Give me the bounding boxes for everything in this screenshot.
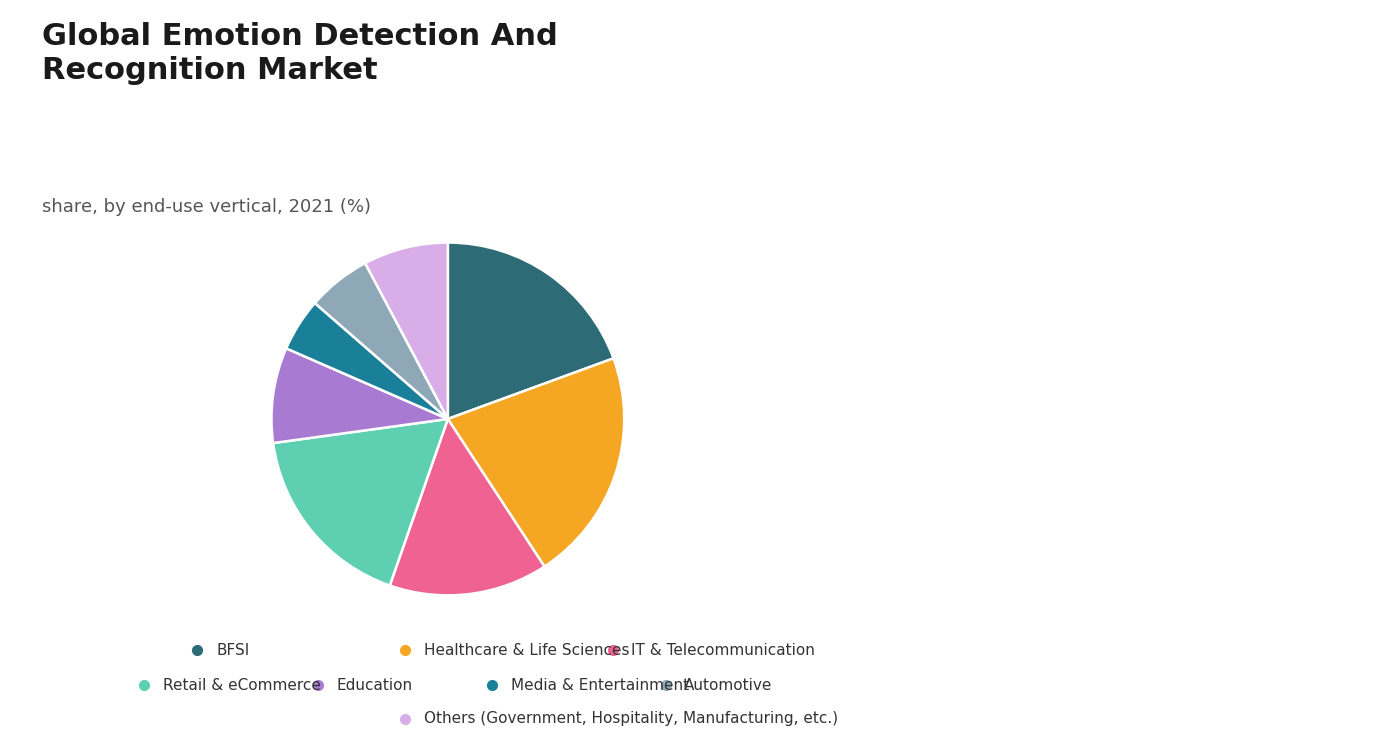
Text: Global Market Size,
2021: Global Market Size, 2021: [1018, 420, 1207, 462]
Text: Retail & eCommerce: Retail & eCommerce: [163, 678, 321, 692]
Text: Global Emotion Detection And
Recognition Market: Global Emotion Detection And Recognition…: [43, 22, 558, 85]
Text: Healthcare & Life Sciences: Healthcare & Life Sciences: [424, 643, 630, 658]
Wedge shape: [287, 303, 448, 419]
Wedge shape: [314, 263, 448, 419]
Text: Media & Entertainment: Media & Entertainment: [511, 678, 689, 692]
Wedge shape: [271, 348, 448, 443]
Text: Others (Government, Hospitality, Manufacturing, etc.): Others (Government, Hospitality, Manufac…: [424, 711, 838, 726]
Text: Education: Education: [336, 678, 413, 692]
Wedge shape: [273, 419, 448, 586]
Wedge shape: [390, 419, 544, 595]
Text: $32.9B: $32.9B: [1009, 320, 1217, 371]
Text: BFSI: BFSI: [216, 643, 249, 658]
Text: Automotive: Automotive: [685, 678, 773, 692]
Wedge shape: [448, 243, 613, 419]
Text: share, by end-use vertical, 2021 (%): share, by end-use vertical, 2021 (%): [43, 198, 372, 216]
Wedge shape: [448, 359, 624, 567]
Text: IT & Telecommunication: IT & Telecommunication: [631, 643, 816, 658]
Wedge shape: [365, 243, 448, 419]
